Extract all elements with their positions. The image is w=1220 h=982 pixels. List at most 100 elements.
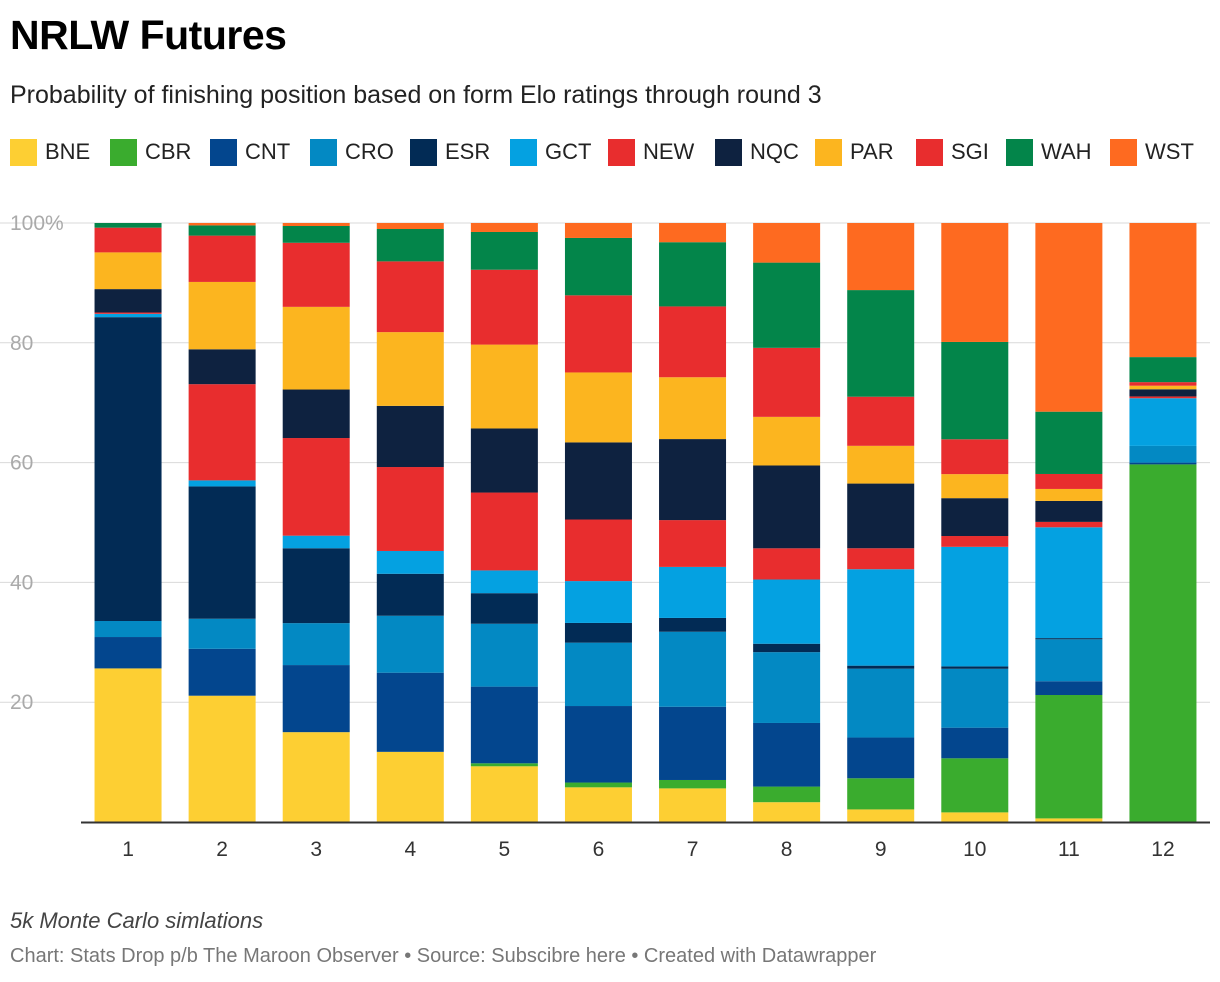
x-tick-label: 11 bbox=[1058, 838, 1080, 860]
bar-wah-4 bbox=[376, 228, 444, 262]
legend-label: CNT bbox=[245, 139, 291, 164]
bar-cnt-11 bbox=[1035, 681, 1103, 696]
bar-sgi-3 bbox=[282, 242, 350, 307]
bar-wst-6 bbox=[564, 223, 632, 238]
legend-label: CBR bbox=[145, 139, 192, 164]
x-tick-labels: 1 2 3 4 5 6 7 8 9 10 11 12 bbox=[122, 838, 1174, 860]
bar-sgi-6 bbox=[564, 295, 632, 373]
bar-nqc-4 bbox=[376, 405, 444, 468]
bar-bne-6 bbox=[564, 787, 632, 822]
bar-sgi-1 bbox=[94, 227, 162, 253]
bar-wst-10 bbox=[941, 223, 1009, 342]
bar-esr-5 bbox=[470, 593, 538, 624]
legend-item-esr: ESR bbox=[410, 137, 490, 167]
bar-par-7 bbox=[659, 377, 727, 440]
legend-item-cnt: CNT bbox=[210, 137, 290, 167]
legend-item-par: PAR bbox=[815, 137, 894, 167]
legend-swatch bbox=[815, 138, 842, 166]
y-tick-label: 20 bbox=[10, 691, 33, 714]
bar-wst-8 bbox=[753, 223, 821, 263]
bar-nqc-9 bbox=[847, 483, 915, 549]
bar-cbr-10 bbox=[941, 758, 1009, 813]
bar-sgi-5 bbox=[470, 269, 538, 345]
bar-wst-4 bbox=[376, 223, 444, 229]
bar-sgi-9 bbox=[847, 396, 915, 446]
legend-swatch bbox=[410, 138, 437, 166]
bar-new-1 bbox=[94, 312, 162, 314]
bar-gct-10 bbox=[941, 546, 1009, 667]
legend-label: NQC bbox=[750, 139, 799, 164]
bar-cnt-8 bbox=[753, 722, 821, 787]
bar-cro-7 bbox=[659, 631, 727, 707]
bar-wah-2 bbox=[188, 225, 256, 236]
bar-nqc-8 bbox=[753, 465, 821, 549]
bar-par-9 bbox=[847, 445, 915, 484]
bar-new-6 bbox=[564, 519, 632, 582]
bar-nqc-7 bbox=[659, 439, 727, 521]
bar-bne-1 bbox=[94, 668, 162, 822]
bar-wah-10 bbox=[941, 341, 1009, 440]
bar-cnt-4 bbox=[376, 672, 444, 752]
bar-par-4 bbox=[376, 332, 444, 406]
bar-esr-6 bbox=[564, 622, 632, 643]
bar-par-3 bbox=[282, 306, 350, 390]
bar-wah-7 bbox=[659, 242, 727, 307]
bar-sgi-2 bbox=[188, 235, 256, 282]
bar-par-6 bbox=[564, 372, 632, 443]
bar-par-11 bbox=[1035, 488, 1103, 501]
legend-swatch bbox=[715, 138, 742, 166]
x-tick-label: 6 bbox=[593, 838, 605, 860]
x-tick-label: 9 bbox=[875, 838, 887, 860]
bar-nqc-2 bbox=[188, 349, 256, 385]
bar-esr-3 bbox=[282, 548, 350, 624]
x-tick-label: 10 bbox=[963, 838, 986, 860]
bar-sgi-10 bbox=[941, 439, 1009, 475]
legend-swatch bbox=[608, 138, 635, 166]
bar-sgi-4 bbox=[376, 261, 444, 333]
chart-subtitle: Probability of finishing position based … bbox=[10, 81, 822, 109]
bar-nqc-5 bbox=[470, 428, 538, 493]
bar-gct-1 bbox=[94, 313, 162, 318]
bar-cro-1 bbox=[94, 620, 162, 638]
x-tick-label: 8 bbox=[781, 838, 793, 860]
bar-cbr-7 bbox=[659, 779, 727, 789]
y-tick-labels: 20 40 60 80 100% bbox=[10, 212, 64, 714]
bar-bne-2 bbox=[188, 695, 256, 822]
bar-gct-3 bbox=[282, 535, 350, 549]
bar-wah-6 bbox=[564, 237, 632, 296]
footnote: 5k Monte Carlo simlations bbox=[10, 908, 264, 933]
bar-wst-2 bbox=[188, 223, 256, 226]
bar-cro-5 bbox=[470, 623, 538, 687]
x-tick-label: 2 bbox=[216, 838, 228, 860]
legend-item-new: NEW bbox=[608, 137, 694, 167]
bar-new-8 bbox=[753, 548, 821, 580]
bar-cbr-12 bbox=[1129, 464, 1197, 822]
x-tick-label: 7 bbox=[687, 838, 699, 860]
bar-bne-8 bbox=[753, 802, 821, 822]
legend-swatch bbox=[110, 138, 137, 166]
legend-label: BNE bbox=[45, 139, 91, 164]
bar-par-12 bbox=[1129, 385, 1197, 390]
legend-label: WAH bbox=[1041, 139, 1092, 164]
bar-new-9 bbox=[847, 548, 915, 570]
credit-line: Chart: Stats Drop p/b The Maroon Observe… bbox=[10, 945, 877, 967]
legend: BNE CBR CNT CRO ESR GCT NEW NQC PAR SGI WAH WST bbox=[10, 137, 1210, 167]
bar-nqc-1 bbox=[94, 289, 162, 313]
bar-cro-3 bbox=[282, 623, 350, 666]
bar-nqc-12 bbox=[1129, 389, 1197, 397]
bar-new-4 bbox=[376, 467, 444, 551]
bar-bne-4 bbox=[376, 751, 444, 822]
bar-esr-4 bbox=[376, 573, 444, 616]
bar-cnt-9 bbox=[847, 737, 915, 779]
y-tick-label: 60 bbox=[10, 452, 33, 475]
bar-sgi-11 bbox=[1035, 473, 1103, 489]
bar-new-2 bbox=[188, 384, 256, 481]
legend-item-wst: WST bbox=[1110, 137, 1194, 167]
legend-item-cro: CRO bbox=[310, 137, 394, 167]
bar-cnt-2 bbox=[188, 648, 256, 696]
legend-label: SGI bbox=[951, 139, 989, 164]
legend-item-sgi: SGI bbox=[916, 137, 989, 167]
bar-esr-1 bbox=[94, 317, 162, 621]
bar-cbr-8 bbox=[753, 786, 821, 803]
